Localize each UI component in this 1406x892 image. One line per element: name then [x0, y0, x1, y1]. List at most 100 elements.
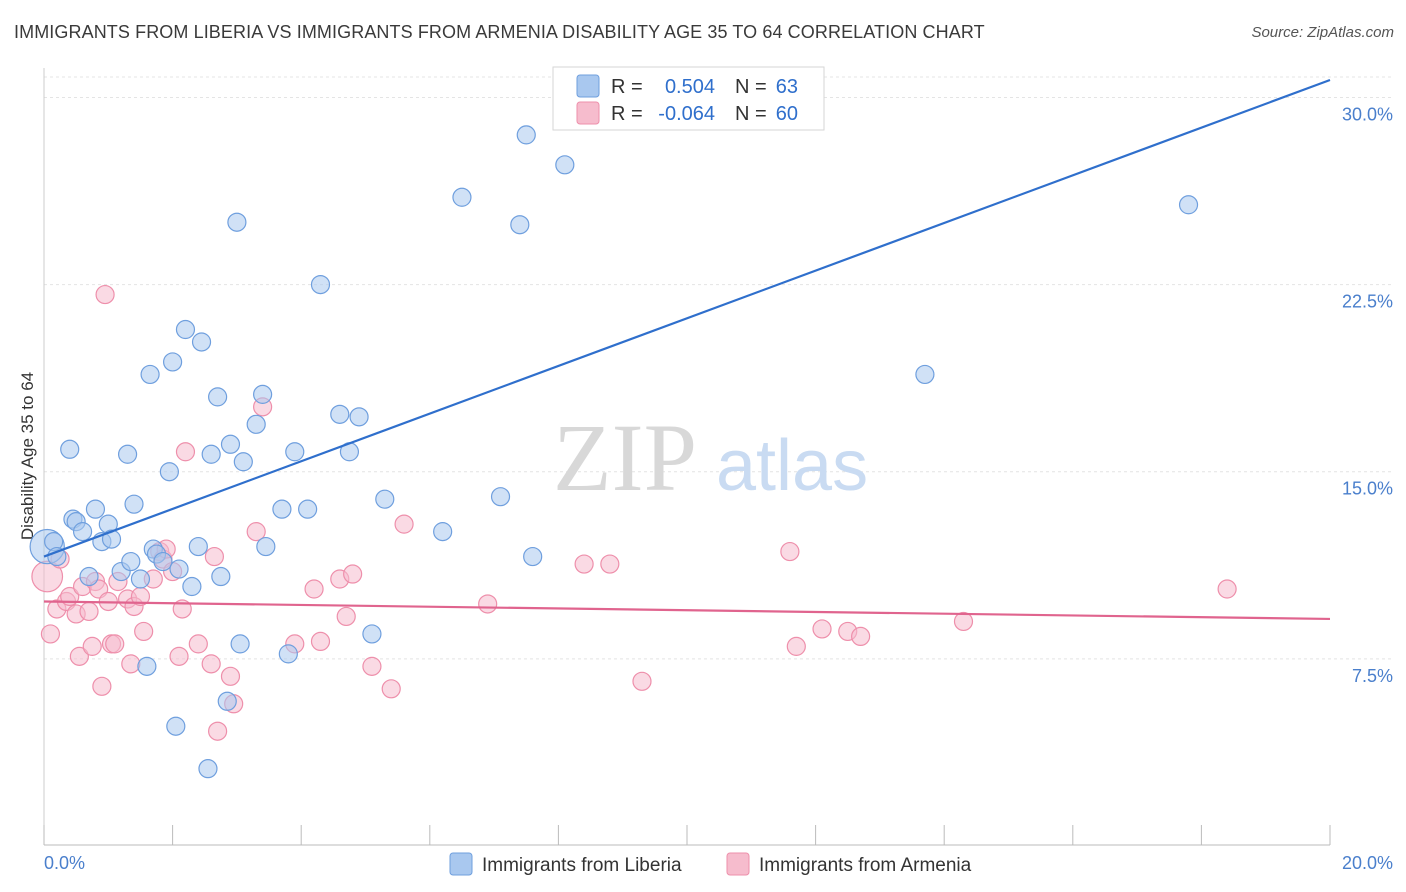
point-liberia-40 — [253, 384, 273, 404]
point-liberia-13 — [117, 444, 138, 464]
y-tick-label-2: 22.5% — [1342, 292, 1393, 312]
stats-legend: R = 0.504 N = 63 R = -0.064 N = 60 — [552, 66, 825, 131]
legend-n-label-liberia: N = — [735, 76, 767, 98]
point-armenia-46 — [362, 656, 382, 676]
point-liberia-28 — [188, 536, 208, 557]
point-armenia-20 — [121, 654, 141, 674]
point-liberia-16 — [130, 569, 151, 589]
x-tick-label-min: 0.0% — [44, 853, 85, 873]
point-liberia-53 — [452, 187, 472, 207]
y-tick-label-0: 7.5% — [1352, 666, 1393, 686]
y-tick-label-3: 30.0% — [1342, 104, 1393, 124]
point-armenia-1 — [40, 624, 61, 644]
point-liberia-7 — [79, 566, 99, 587]
bottom-legend-liberia: Immigrants from Liberia — [482, 855, 682, 876]
legend-swatch-liberia — [576, 74, 600, 98]
y-tick-label-1: 15.0% — [1342, 479, 1393, 499]
point-armenia-48 — [394, 514, 414, 534]
point-liberia-42 — [272, 499, 292, 519]
point-armenia-14 — [95, 284, 115, 305]
point-armenia-58 — [953, 611, 974, 632]
bottom-swatch-liberia — [449, 852, 473, 876]
source-label: Source: ZipAtlas.com — [1251, 24, 1394, 41]
legend-n-label-armenia: N = — [735, 103, 767, 125]
point-liberia-29 — [191, 332, 212, 352]
watermark-zip: ZIP — [553, 404, 697, 511]
point-liberia-15 — [124, 494, 144, 514]
point-liberia-30 — [198, 759, 218, 779]
point-armenia-34 — [204, 546, 224, 567]
point-liberia-56 — [516, 125, 536, 145]
point-liberia-26 — [175, 319, 196, 340]
point-liberia-23 — [163, 352, 183, 372]
point-liberia-2 — [47, 546, 67, 567]
point-armenia-17 — [105, 634, 125, 654]
point-armenia-10 — [82, 636, 102, 656]
point-armenia-9 — [79, 601, 99, 622]
point-armenia-38 — [246, 522, 266, 542]
point-armenia-23 — [134, 621, 154, 642]
series-legend: Immigrants from Liberia Immigrants from … — [449, 852, 972, 876]
point-liberia-45 — [298, 499, 318, 519]
grid — [44, 76, 1393, 660]
point-liberia-38 — [233, 452, 253, 472]
point-armenia-57 — [851, 626, 871, 647]
point-liberia-8 — [85, 499, 106, 519]
point-liberia-52 — [433, 522, 453, 542]
point-liberia-47 — [330, 404, 350, 424]
point-armenia-52 — [632, 671, 652, 691]
point-liberia-57 — [523, 546, 543, 567]
point-liberia-6 — [72, 522, 93, 542]
point-armenia-51 — [600, 554, 620, 574]
legend-swatch-armenia — [576, 101, 600, 125]
point-armenia-31 — [175, 442, 196, 462]
point-armenia-13 — [92, 676, 112, 696]
y-tick-labels: 7.5% 15.0% 22.5% 30.0% — [1342, 104, 1393, 685]
point-liberia-58 — [555, 155, 575, 175]
point-armenia-59 — [1217, 579, 1237, 599]
point-armenia-49 — [478, 594, 498, 614]
point-liberia-39 — [246, 414, 266, 434]
point-armenia-54 — [786, 636, 806, 656]
point-armenia-53 — [780, 541, 800, 562]
trend-line-armenia — [43, 600, 1331, 621]
point-liberia-24 — [166, 716, 186, 736]
point-liberia-22 — [159, 462, 179, 482]
series-armenia-points — [31, 284, 1237, 741]
point-armenia-33 — [201, 654, 221, 674]
point-armenia-35 — [208, 721, 228, 741]
point-liberia-55 — [510, 215, 530, 235]
chart-title: IMMIGRANTS FROM LIBERIA VS IMMIGRANTS FR… — [14, 22, 985, 42]
watermark-atlas: atlas — [716, 426, 868, 506]
point-liberia-60 — [1178, 195, 1199, 215]
point-liberia-35 — [220, 434, 241, 454]
point-armenia-32 — [188, 634, 208, 654]
legend-r-label-armenia: R = — [611, 103, 643, 125]
point-liberia-33 — [211, 566, 231, 587]
point-armenia-42 — [310, 631, 331, 652]
point-liberia-37 — [230, 634, 250, 654]
point-liberia-43 — [278, 644, 298, 664]
point-liberia-59 — [915, 364, 935, 385]
legend-n-value-armenia: 60 — [776, 103, 798, 125]
bottom-swatch-armenia — [726, 852, 750, 876]
point-liberia-54 — [490, 487, 511, 507]
point-liberia-44 — [285, 442, 305, 462]
legend-r-value-armenia: -0.064 — [658, 103, 715, 125]
point-armenia-50 — [574, 554, 594, 574]
point-armenia-41 — [304, 579, 324, 599]
point-liberia-46 — [310, 274, 331, 295]
point-liberia-34 — [217, 691, 237, 711]
point-liberia-17 — [137, 656, 157, 676]
point-liberia-31 — [201, 444, 221, 464]
point-armenia-7 — [69, 646, 89, 666]
point-liberia-25 — [169, 559, 189, 579]
point-liberia-18 — [140, 364, 160, 385]
x-tick-marks — [43, 825, 1331, 845]
point-liberia-3 — [60, 439, 80, 459]
bottom-legend-armenia: Immigrants from Armenia — [759, 855, 972, 876]
point-liberia-27 — [182, 576, 202, 597]
point-liberia-14 — [121, 551, 141, 572]
point-armenia-44 — [336, 606, 356, 627]
